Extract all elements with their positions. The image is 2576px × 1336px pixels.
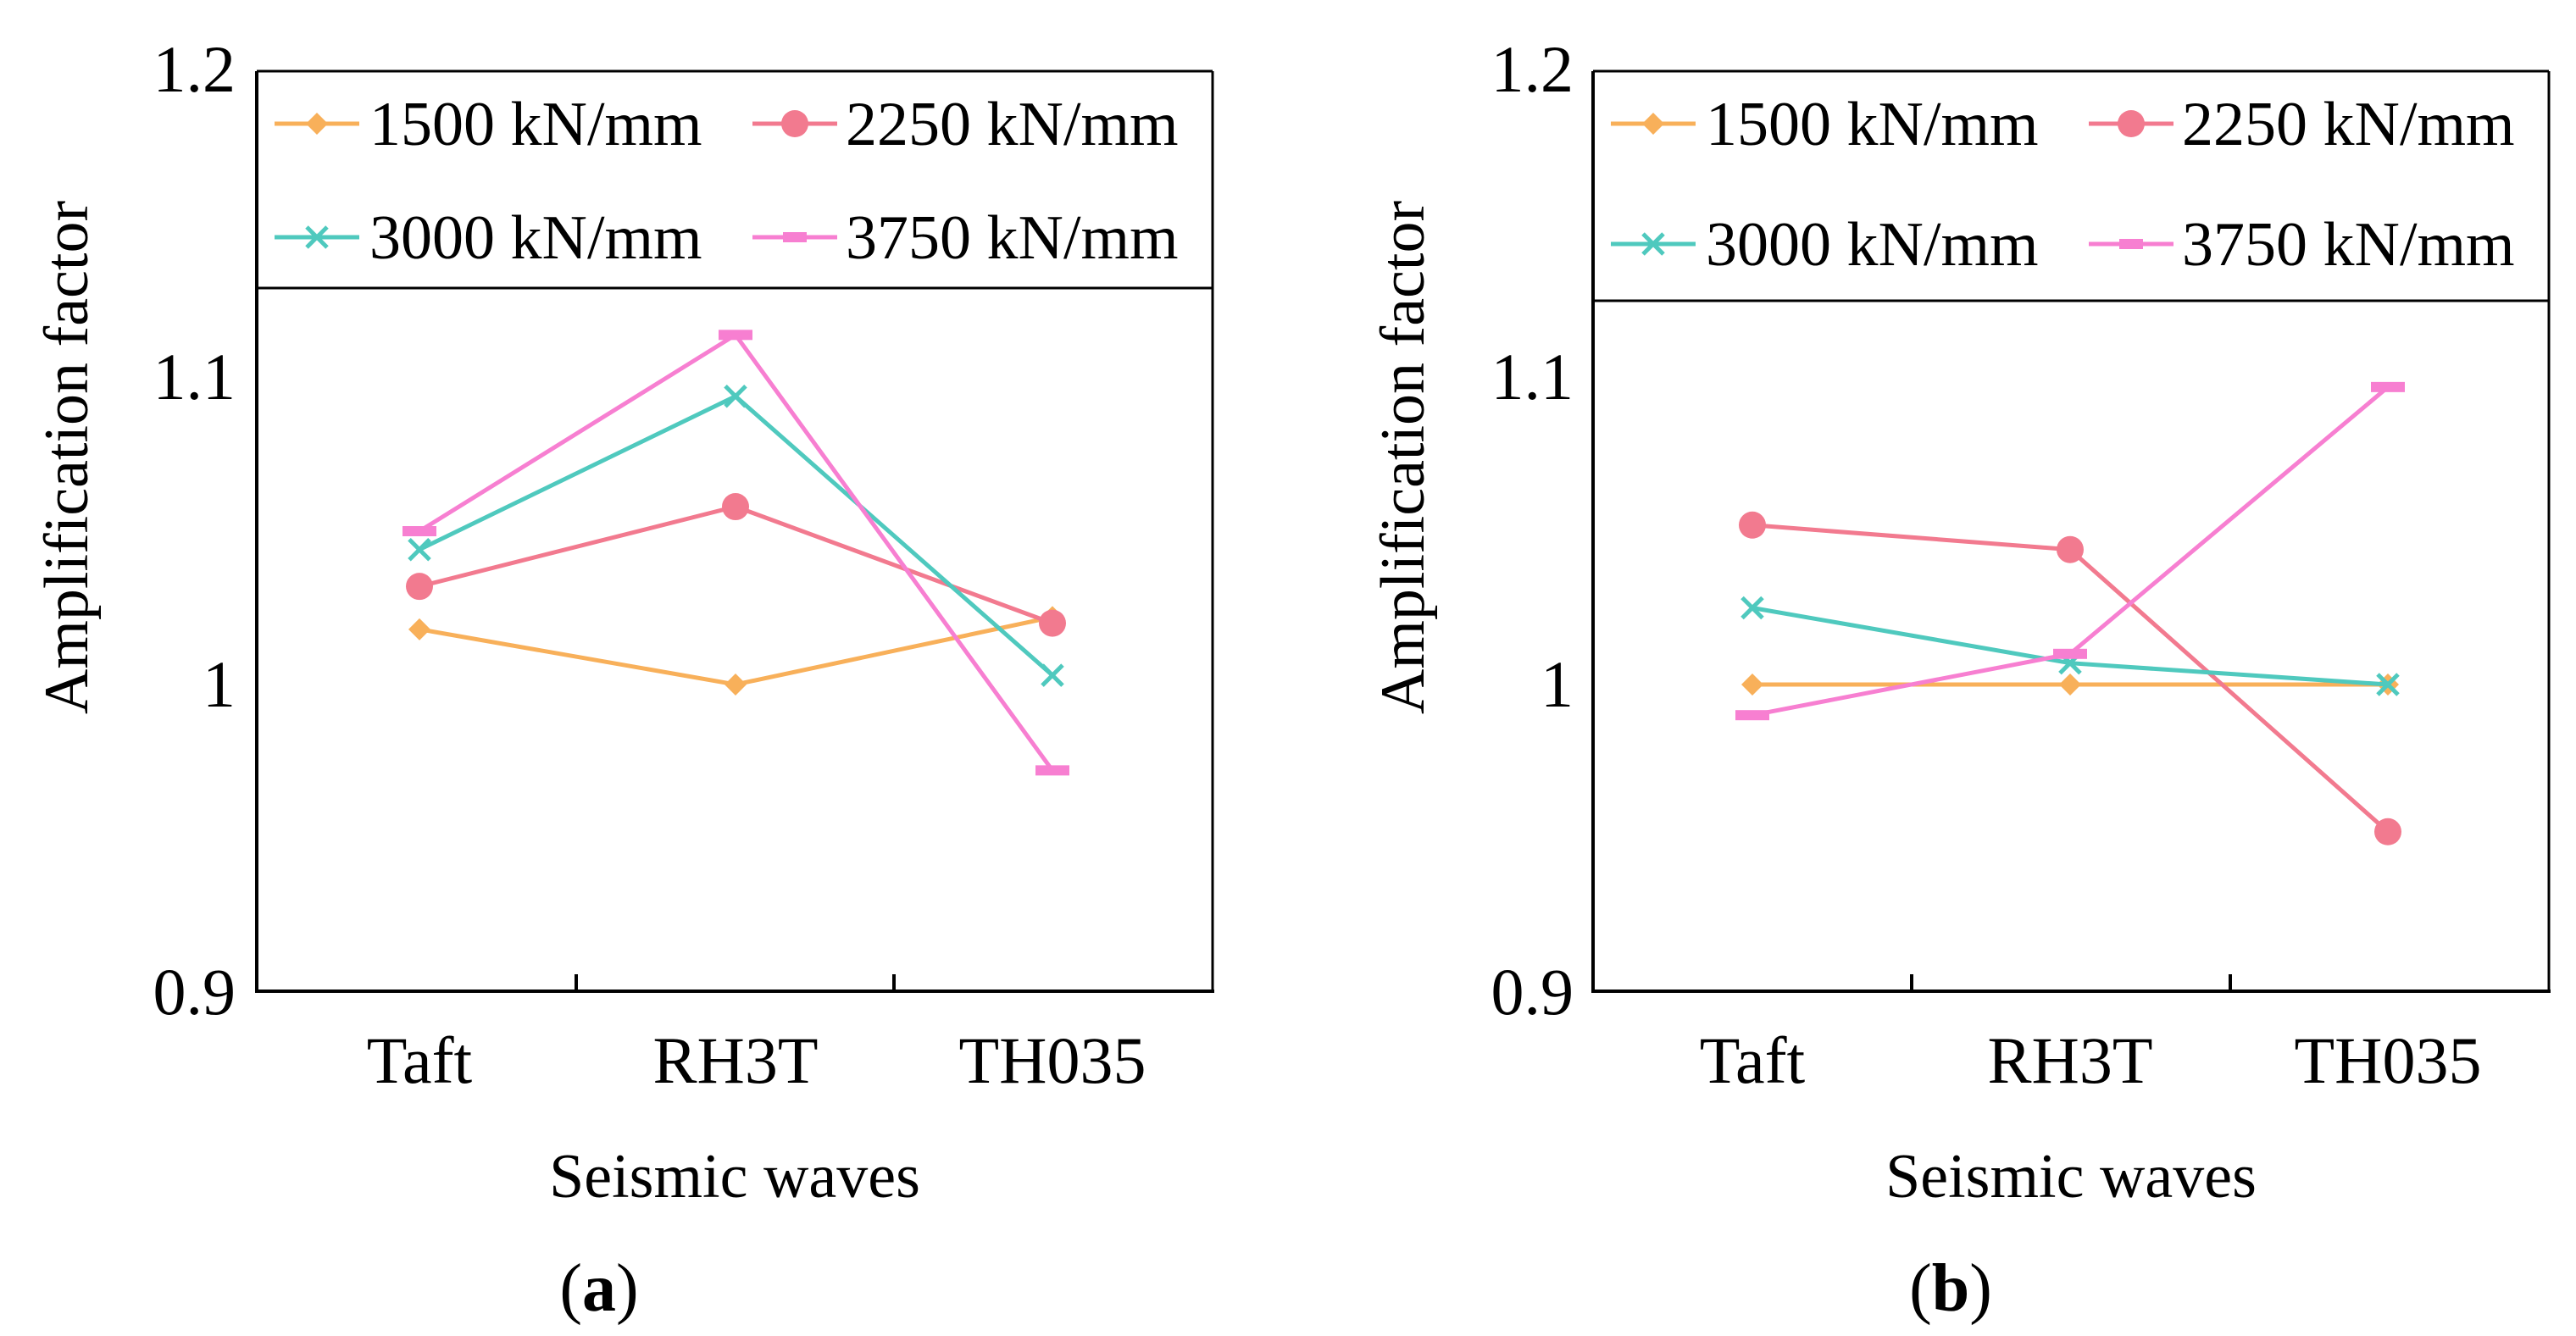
panel-a-legend-label: 1500 kN/mm: [369, 90, 702, 159]
panel-a-y-axis-title: Amplification factor: [32, 201, 102, 714]
panel-b-legend: 1500 kN/mm 2250 kN/mm 3000 kN/mm 3750 kN…: [1611, 90, 2515, 280]
panel-b-legend-label: 3750 kN/mm: [2182, 210, 2515, 280]
panel-a-label-letter: a: [582, 1251, 616, 1326]
panel-a-legend-label: 3000 kN/mm: [369, 203, 702, 273]
panel-a-point-3750-rh3t: [719, 330, 752, 341]
panel-a-legend-item: 3000 kN/mm: [275, 203, 702, 273]
panel-b-point-3750-taft: [1735, 710, 1769, 721]
panel-b-point-2250-taft: [1739, 511, 1766, 539]
panel-a-ytick-label: 1.2: [153, 32, 236, 106]
panel-b-point-1500-rh3t: [2059, 674, 2081, 696]
panel-a-x-axis-title: Seismic waves: [549, 1142, 920, 1211]
panel-a-point-2250-rh3t: [722, 493, 749, 521]
panel-b-point-3750-th035: [2371, 381, 2405, 392]
panel-b-legend-label: 3000 kN/mm: [1706, 210, 2039, 280]
panel-a-xtick-label-rh3t: RH3T: [653, 1023, 819, 1097]
panel-a-series-line-2250: [419, 504, 1053, 625]
panel-b-xtick-label-taft: Taft: [1700, 1023, 1806, 1097]
panel-b-legend-label: 2250 kN/mm: [2182, 90, 2515, 159]
panel-b-series-line-3000: [1752, 606, 2389, 687]
panel-a-point-3750-th035: [1035, 765, 1069, 776]
panel-b-ytick-label: 0.9: [1491, 955, 1574, 1028]
panel-a-legend: 1500 kN/mm 2250 kN/mm 3000 kN/mm 3750 kN…: [275, 90, 1179, 273]
panel-b-legend-label: 1500 kN/mm: [1706, 90, 2039, 159]
panel-a-legend-item: 1500 kN/mm: [275, 90, 702, 159]
panel-b-y-axis-title: Amplification factor: [1368, 201, 1438, 714]
panel-a-point-3000-rh3t: [724, 384, 747, 408]
panel-a-point-3000-taft: [408, 537, 431, 562]
panel-b-point-3000-th035: [2376, 673, 2400, 696]
panel-a-point-2250-th035: [1039, 609, 1066, 637]
panel-b-label-letter: b: [1932, 1251, 1970, 1326]
panel-a-point-1500-taft: [408, 618, 430, 640]
panel-b-legend-x-marker: [1641, 232, 1665, 256]
panel-b-legend-item: 3750 kN/mm: [2089, 210, 2515, 280]
panel-b-legend-circle-marker: [2118, 110, 2145, 137]
panel-b-xtick-label-rh3t: RH3T: [1988, 1023, 2153, 1097]
panel-b-point-3750-rh3t: [2053, 648, 2087, 659]
panel-b-legend-item: 3000 kN/mm: [1611, 210, 2039, 280]
panel-a: 0.9 1 1.1 1.2 Taft RH3T TH035 Seismic wa…: [32, 32, 1214, 1326]
panel-a-ytick-label: 0.9: [153, 955, 236, 1028]
panel-a-series-layer: [402, 330, 1069, 776]
panel-a-legend-diamond-marker: [306, 113, 328, 135]
panel-a-ytick-label: 1: [203, 647, 236, 721]
panel-b-point-3000-taft: [1740, 596, 1764, 620]
panel-b-legend-item: 2250 kN/mm: [2089, 90, 2515, 159]
panel-b-ytick-label: 1.1: [1491, 340, 1574, 413]
panel-a-legend-x-marker: [305, 225, 329, 249]
panel-a-legend-item: 2250 kN/mm: [752, 90, 1179, 159]
panel-b-point-2250-rh3t: [2057, 535, 2084, 563]
panel-a-series-line-3750: [418, 331, 1055, 772]
panel-b-label: (b): [1909, 1251, 1992, 1326]
panel-a-legend-label: 2250 kN/mm: [846, 90, 1179, 159]
panel-a-legend-item: 3750 kN/mm: [752, 203, 1179, 273]
panel-a-xtick-label-th035: TH035: [959, 1023, 1146, 1097]
panel-b-legend-item: 1500 kN/mm: [1611, 90, 2039, 159]
panel-b-point-2250-th035: [2374, 818, 2401, 845]
panel-b-x-axis-title: Seismic waves: [1885, 1142, 2257, 1211]
panel-a-point-3750-taft: [402, 526, 436, 536]
panel-a-point-2250-taft: [406, 573, 433, 601]
panel-a-label: (a): [559, 1251, 638, 1326]
panel-b-point-1500-taft: [1741, 674, 1763, 696]
panel-a-legend-label: 3750 kN/mm: [846, 203, 1179, 273]
panel-b: 0.9 1 1.1 1.2 Taft RH3T TH035 Seismic wa…: [1368, 32, 2551, 1326]
panel-a-point-1500-rh3t: [724, 674, 747, 696]
panel-a-ytick-label: 1.1: [153, 340, 236, 413]
panel-b-legend-dash-marker: [2119, 239, 2143, 249]
panel-b-series-layer: [1735, 381, 2405, 845]
panel-b-ytick-label: 1.2: [1491, 32, 1574, 106]
panel-a-series-line-3000: [418, 393, 1054, 677]
panel-a-point-3000-th035: [1041, 663, 1064, 687]
panel-a-legend-circle-marker: [781, 110, 808, 137]
panel-b-ytick-label: 1: [1541, 647, 1574, 721]
panel-b-xtick-label-th035: TH035: [2295, 1023, 2482, 1097]
panel-b-legend-diamond-marker: [1642, 113, 1664, 135]
panel-a-legend-dash-marker: [783, 232, 807, 242]
panel-a-xtick-label-taft: Taft: [367, 1023, 473, 1097]
